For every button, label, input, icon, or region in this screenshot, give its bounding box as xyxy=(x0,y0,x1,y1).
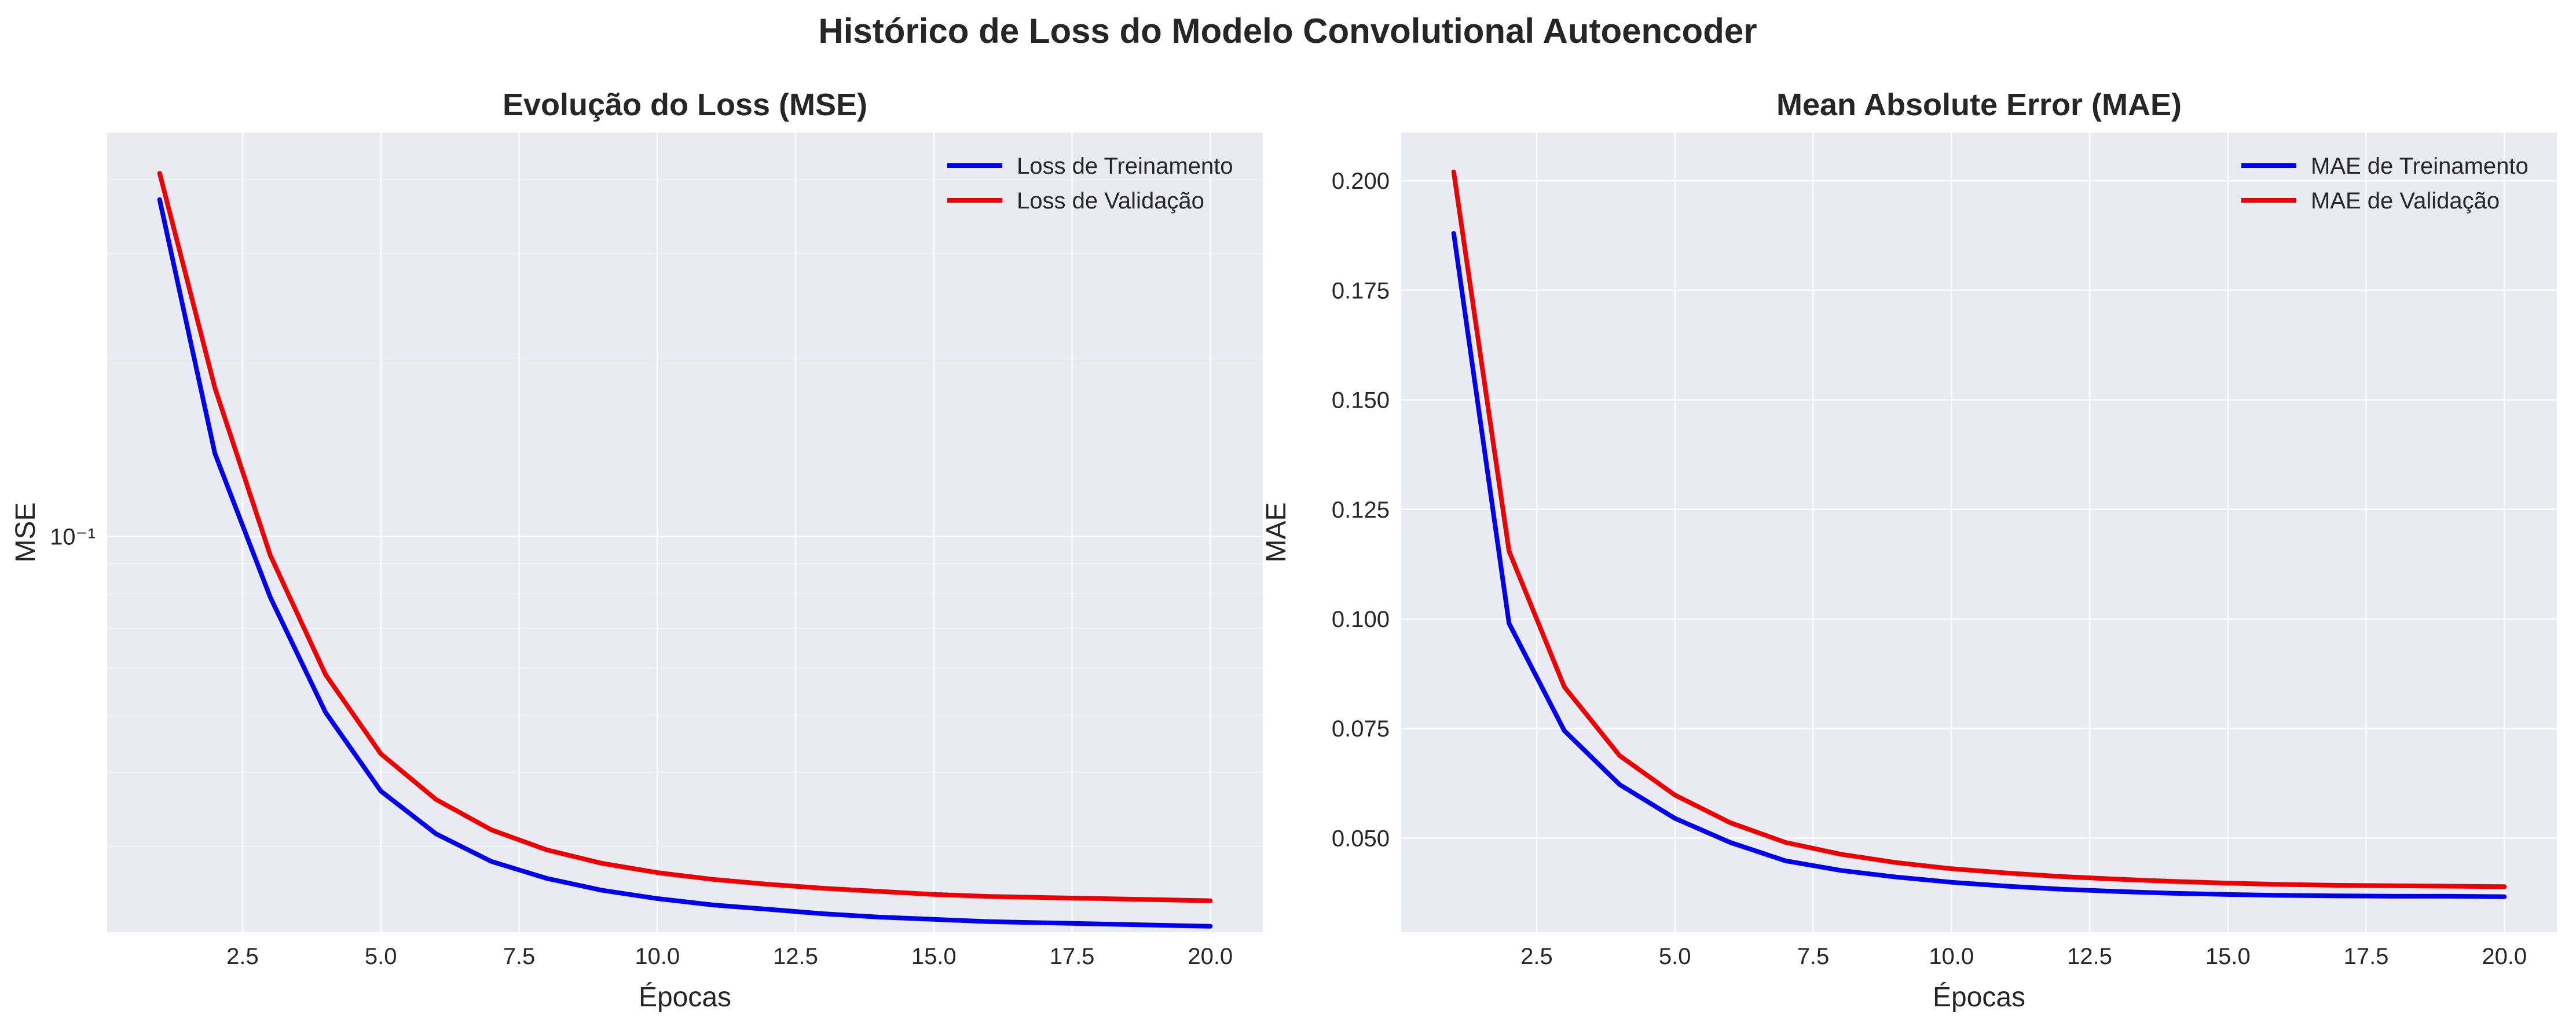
x-axis-label: Épocas xyxy=(1933,982,2025,1013)
x-tick-label: 5.0 xyxy=(1659,944,1691,969)
x-tick-label: 7.5 xyxy=(503,944,536,969)
legend-label: Loss de Validação xyxy=(1017,188,1204,214)
plot-area-mae xyxy=(1401,133,2557,932)
x-tick-label: 7.5 xyxy=(1797,944,1830,969)
x-tick-label: 20.0 xyxy=(1188,944,1233,969)
y-tick-label: 0.100 xyxy=(1332,607,1390,632)
y-tick-label: 10⁻¹ xyxy=(50,525,96,550)
x-tick-label: 10.0 xyxy=(635,944,680,969)
x-tick-label: 10.0 xyxy=(1929,944,1974,969)
legend-mse: Loss de Treinamento Loss de Validação xyxy=(947,153,1233,214)
x-tick-label: 17.5 xyxy=(1050,944,1095,969)
legend-label: MAE de Validação xyxy=(2311,188,2500,214)
series-line-train xyxy=(1451,231,2507,899)
series-line-train xyxy=(157,197,1213,929)
series-line-validation xyxy=(157,171,1213,903)
legend-label: MAE de Treinamento xyxy=(2311,153,2529,179)
x-tick-label: 15.0 xyxy=(2205,944,2251,969)
panel-title-mae: Mean Absolute Error (MAE) xyxy=(1776,87,2182,122)
y-tick-label: 0.050 xyxy=(1332,826,1390,851)
y-tick-label: 0.200 xyxy=(1332,168,1390,194)
series-line-validation xyxy=(1451,170,2507,889)
x-tick-label: 12.5 xyxy=(773,944,818,969)
x-tick-label: 17.5 xyxy=(2344,944,2389,969)
x-tick-label: 12.5 xyxy=(2067,944,2112,969)
legend-mae: MAE de Treinamento MAE de Validação xyxy=(2241,153,2529,214)
x-tick-label: 15.0 xyxy=(911,944,957,969)
y-axis-label: MSE xyxy=(10,502,41,562)
y-tick-label: 0.075 xyxy=(1332,716,1390,742)
y-tick-label: 0.125 xyxy=(1332,497,1390,523)
plot-area-mse xyxy=(107,133,1263,932)
chart-panel-mae: 2.5 5.0 7.5 10.0 12.5 15.0 17.5 20.0 0.050 0.075 0… xyxy=(1261,87,2557,1013)
y-axis-label: MAE xyxy=(1261,502,1292,562)
x-tick-label: 5.0 xyxy=(365,944,397,969)
panel-title-mse: Evolução do Loss (MSE) xyxy=(503,87,867,122)
x-tick-label: 20.0 xyxy=(2482,944,2527,969)
x-axis-label: Épocas xyxy=(639,982,731,1013)
y-tick-label: 0.175 xyxy=(1332,278,1390,303)
figure-suptitle: Histórico de Loss do Modelo Convolutiona… xyxy=(818,12,1757,50)
x-tick-label: 2.5 xyxy=(1520,944,1553,969)
x-tick-label: 2.5 xyxy=(226,944,259,969)
chart-panel-mse: 2.5 5.0 7.5 10.0 12.5 15.0 17.5 20.0 10⁻¹ Evoluçã… xyxy=(10,87,1263,1013)
legend-label: Loss de Treinamento xyxy=(1017,153,1233,179)
y-tick-label: 0.150 xyxy=(1332,388,1390,413)
